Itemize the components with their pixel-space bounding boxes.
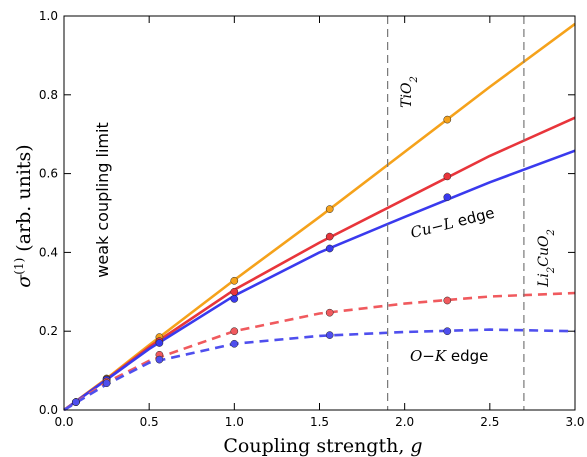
annotation-o-k-suffix: edge [446,347,488,365]
y-tick-label: 0.0 [39,403,58,417]
annotation-o-k-label: O−K [410,347,447,365]
data-point [443,296,452,305]
data-point [325,331,334,339]
data-point [325,232,334,241]
data-point [155,355,164,364]
data-point [230,287,239,296]
annotation-li2cuo2: Li2CuO2 [536,229,557,288]
data-point [230,327,239,336]
label-part: 2 [546,267,557,274]
y-axis-label-unit: (arb. units) [13,144,35,257]
data-point [443,327,452,336]
data-point [443,193,452,202]
series-line-3 [63,291,576,412]
x-axis-label-text: Coupling strength, [223,435,410,457]
point-layer [72,115,452,406]
y-axis-label: σ(1) (arb. units) [12,144,35,287]
annotation-o-k-edge: O−K edge [410,347,488,365]
x-tick-label: 2.5 [480,415,499,429]
data-point [443,115,452,124]
x-tick-label: 1.0 [225,415,244,429]
data-point [443,172,452,181]
series-line-4 [63,328,576,412]
label-part: 2 [546,229,557,236]
y-axis-label-symbol: σ [13,274,35,288]
data-point [230,276,239,285]
series-line-1 [63,116,576,412]
y-tick-label: 0.8 [39,88,58,102]
data-point [72,398,80,406]
data-point [155,339,164,347]
label-part: Li [536,273,552,288]
y-axis-label-superscript: (1) [12,258,26,275]
y-tick-label: 0.4 [39,245,58,259]
label-part: TiO [399,82,415,108]
data-point [230,339,239,348]
x-tick-label: 3.0 [565,415,584,429]
y-tick-label: 0.2 [39,324,58,338]
data-point [102,379,111,388]
data-point [325,205,334,213]
annotation-tio2: TiO2 [399,76,420,108]
y-tick-label: 0.6 [39,167,58,181]
x-tick-label: 0.5 [140,415,159,429]
annotation-weak-coupling: weak coupling limit [93,122,112,277]
x-axis-label-symbol: g [410,435,422,457]
label-part: CuO [536,235,552,267]
series-line-2 [63,149,576,412]
x-tick-label: 2.0 [395,415,414,429]
tick-layer: 0.0 0.5 1.0 1.5 2.0 2.5 3.0 0.0 0.2 0.4 0.6 0.8 1.0 [39,9,585,429]
x-tick-label: 0.0 [54,415,73,429]
vline-layer [387,16,525,410]
data-point [325,244,334,253]
data-point [230,295,239,303]
annotation-cu-l-label: Cu−L [409,214,456,242]
data-point [325,308,334,317]
series-layer [63,22,576,412]
label-part: 2 [409,76,420,83]
annotation-cu-l-suffix: edge [451,204,496,232]
x-tick-label: 1.5 [310,415,329,429]
x-axis-label: Coupling strength, g [223,435,422,457]
y-tick-label: 1.0 [39,9,58,23]
